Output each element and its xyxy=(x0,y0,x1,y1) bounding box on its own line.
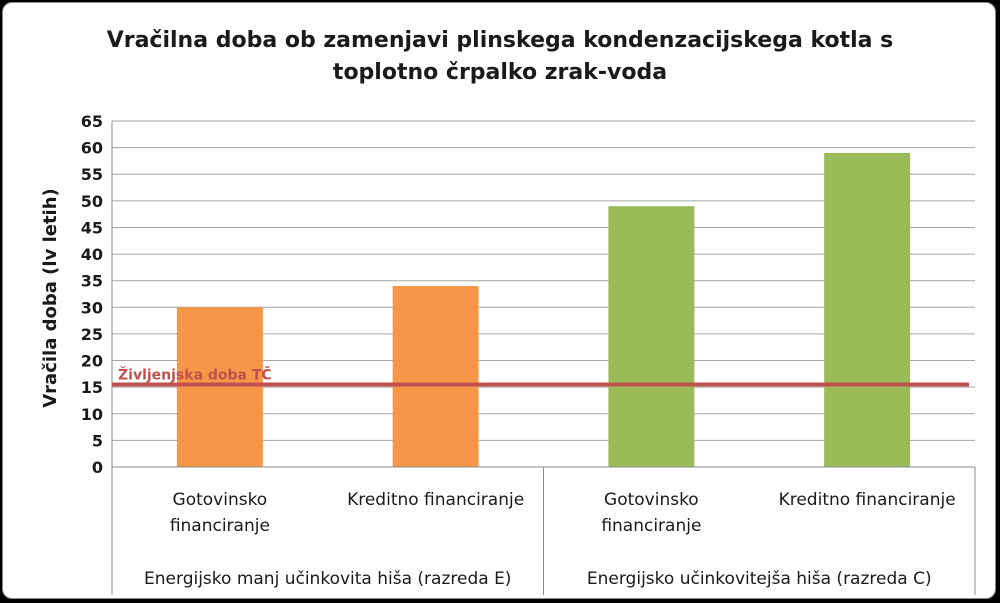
x-tick-label: Kreditno financiranje xyxy=(347,490,524,510)
x-group-label: Energijsko manj učinkovita hiša (razreda… xyxy=(144,569,511,589)
chart-title-line-1: Vračilna doba ob zamenjavi plinskega kon… xyxy=(106,28,894,53)
y-tick-label: 45 xyxy=(81,218,103,237)
x-tick-label: Kreditno financiranje xyxy=(779,490,956,510)
bar xyxy=(608,206,695,467)
y-tick-label: 50 xyxy=(81,192,103,211)
y-tick-label: 30 xyxy=(81,298,103,317)
y-tick-label: 10 xyxy=(81,405,103,424)
reference-line-label: Življenjska doba TČ xyxy=(118,365,272,383)
y-tick-label: 0 xyxy=(92,458,103,477)
y-tick-label: 60 xyxy=(81,139,103,158)
y-tick-label: 25 xyxy=(81,325,103,344)
x-tick-label: Gotovinsko xyxy=(604,490,699,510)
y-tick-label: 5 xyxy=(92,431,103,450)
x-tick-label: financiranje xyxy=(170,516,270,536)
x-group-label: Energijsko učinkovitejša hiša (razreda C… xyxy=(587,569,932,589)
y-tick-label: 55 xyxy=(81,165,103,184)
y-axis-title: Vračila doba (lv letih) xyxy=(40,188,61,408)
bar xyxy=(176,307,263,467)
x-tick-label: Gotovinsko xyxy=(173,490,268,510)
bar xyxy=(824,152,911,467)
chart-title-line-2: toplotno črpalko zrak-voda xyxy=(332,60,668,85)
bar-chart: 0 5 10 15 20 25 30 35 40 45 50 55 60 65 Vračila doba (… xyxy=(40,112,976,595)
y-tick-label: 40 xyxy=(81,245,103,264)
chart-title: Vračilna doba ob zamenjavi plinskega kon… xyxy=(3,25,995,89)
y-tick-label: 65 xyxy=(81,112,103,131)
bar xyxy=(392,286,479,467)
y-tick-label: 35 xyxy=(81,272,103,291)
y-tick-label: 20 xyxy=(81,352,103,371)
x-tick-label: financiranje xyxy=(601,516,701,536)
y-tick-label: 15 xyxy=(81,378,103,397)
